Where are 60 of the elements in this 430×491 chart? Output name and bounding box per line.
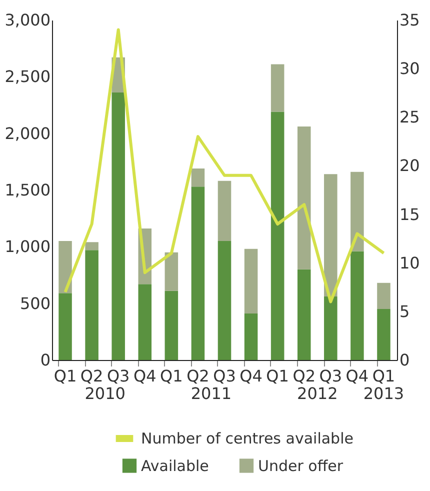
x-tick-label: Q1 <box>160 366 183 386</box>
text: 2012 <box>297 384 338 403</box>
x-tick-label: Q4 <box>133 366 156 386</box>
text: 2010 <box>84 384 126 403</box>
y-tick-label: 2,000 <box>4 124 50 143</box>
bar <box>377 309 390 360</box>
y2-tick-label: 0 <box>400 350 410 370</box>
bar <box>58 241 72 294</box>
bar <box>112 92 125 360</box>
bar <box>244 314 258 360</box>
bar <box>377 282 390 309</box>
bar <box>138 284 152 360</box>
bar <box>297 269 311 360</box>
bar <box>350 172 364 252</box>
bar <box>244 248 258 314</box>
bar <box>164 290 178 360</box>
x-tick-label: Q3 <box>319 366 342 386</box>
x-tick-label: Q2 <box>292 366 316 386</box>
x-tick-label: Q3 <box>213 366 236 386</box>
x-tick-label: Q1 <box>266 366 289 386</box>
bar <box>58 293 72 360</box>
x-tick-label: Q4 <box>346 366 369 386</box>
y2-tick-label: 30 <box>400 59 420 78</box>
line-series <box>64 28 386 304</box>
legend-label: Available <box>141 456 209 475</box>
y-tick-label: 2,500 <box>4 67 50 86</box>
x-tick-label: Q1 <box>54 366 77 386</box>
y2-tick-label: 20 <box>400 156 420 176</box>
text: 2011 <box>190 384 232 403</box>
bar <box>191 168 205 187</box>
bar <box>270 112 284 360</box>
x-tick-label: Q3 <box>106 366 130 386</box>
y2-tick-label: 5 <box>400 302 410 321</box>
text: 2013 <box>363 384 404 403</box>
bar <box>191 186 205 360</box>
bar <box>218 180 232 241</box>
bar <box>218 241 232 360</box>
y-tick-label: 500 <box>20 294 50 313</box>
y-tick-label: 3,000 <box>4 10 50 30</box>
legend-label: Under offer <box>258 456 344 475</box>
bar <box>85 242 98 250</box>
x-tick-label: Q4 <box>240 366 262 386</box>
y-tick-label: 1,500 <box>4 180 50 200</box>
x-tick-label: Q2 <box>80 366 104 386</box>
y2-tick-label: 10 <box>400 253 420 272</box>
bar <box>324 174 338 297</box>
bar <box>324 296 338 360</box>
bar <box>270 64 284 112</box>
y-tick-label: 0 <box>40 350 50 370</box>
y2-tick-label: 35 <box>400 10 420 30</box>
y2-tick-label: 15 <box>400 204 420 224</box>
x-tick-label: Q1 <box>372 366 396 386</box>
bar <box>297 126 311 270</box>
y-tick-label: 1,000 <box>4 237 50 256</box>
x-tick-label: Q2 <box>186 366 210 386</box>
legend-label: Number of centres available <box>141 430 354 448</box>
bar <box>350 251 364 360</box>
y2-tick-label: 25 <box>400 108 420 127</box>
bar <box>85 250 98 360</box>
bar <box>164 252 178 291</box>
